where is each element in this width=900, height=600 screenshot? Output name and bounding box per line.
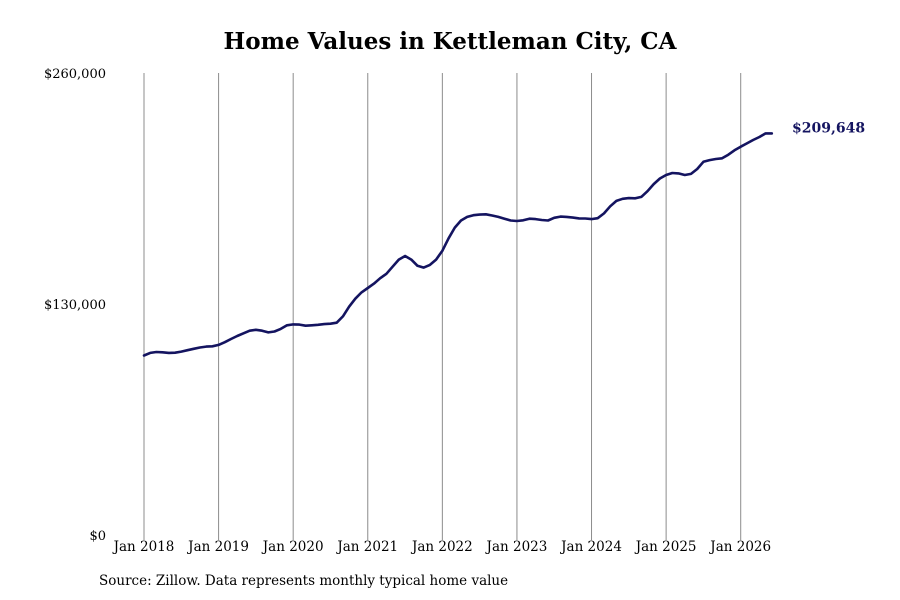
- y-tick-label: $130,000: [44, 298, 106, 313]
- end-value-label: $209,648: [792, 120, 865, 136]
- x-tick-label: Jan 2022: [410, 539, 473, 555]
- x-tick-label: Jan 2020: [261, 539, 324, 555]
- y-tick-label: $0: [89, 529, 106, 544]
- x-axis-ticks: Jan 2018 Jan 2019 Jan 2020 Jan 2021 Jan 2022…: [112, 539, 772, 555]
- x-tick-label: Jan 2018: [112, 539, 175, 555]
- y-axis-ticks: $0 $130,000 $260,000: [44, 67, 106, 544]
- chart-title: Home Values in Kettleman City, CA: [223, 28, 677, 55]
- gridlines: [143, 73, 742, 540]
- y-tick-label: $260,000: [44, 67, 106, 82]
- series-line-0: [142, 132, 774, 357]
- source-note: Source: Zillow. Data represents monthly …: [99, 573, 509, 589]
- series-layer: [142, 132, 774, 357]
- x-tick-label: Jan 2024: [559, 539, 622, 555]
- x-tick-label: Jan 2025: [634, 539, 697, 555]
- x-tick-label: Jan 2021: [335, 539, 398, 555]
- x-tick-label: Jan 2026: [708, 539, 771, 555]
- x-tick-label: Jan 2023: [485, 539, 548, 555]
- x-tick-label: Jan 2019: [186, 539, 249, 555]
